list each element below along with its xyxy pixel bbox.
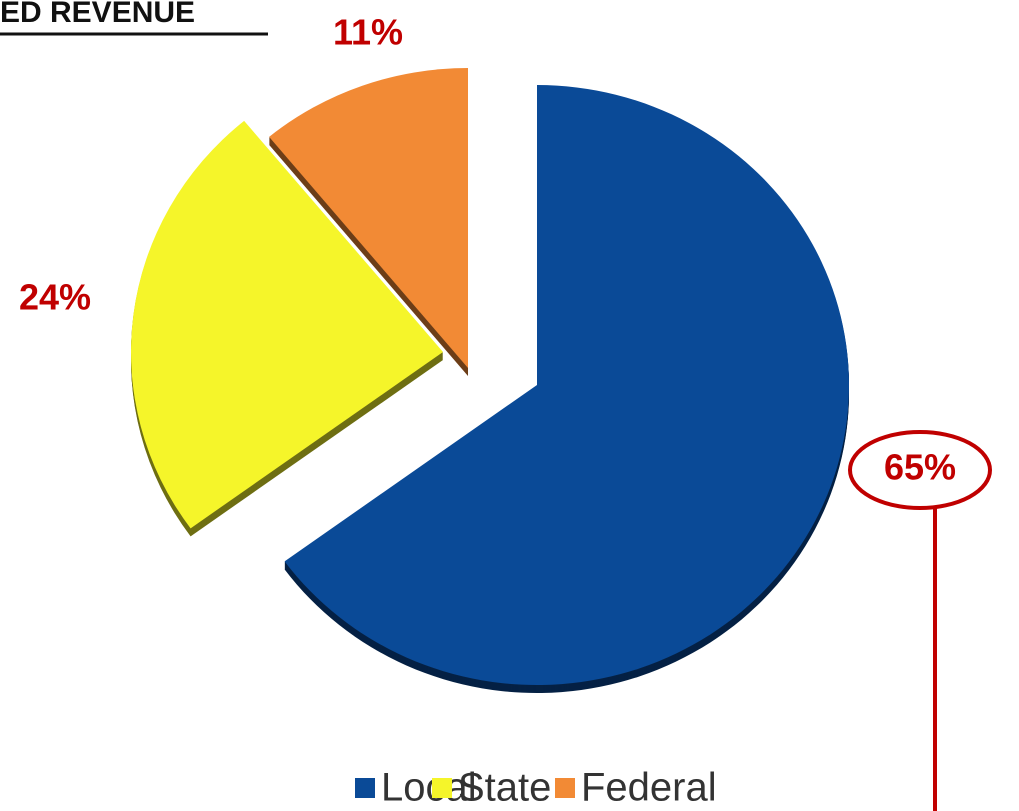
legend-label: State [458, 766, 551, 810]
legend-label: Local [381, 766, 477, 810]
legend-label: Federal [581, 766, 717, 810]
data-label: 24% [19, 277, 91, 318]
slice [284, 85, 850, 685]
legend-swatch [355, 778, 375, 798]
legend-swatch [555, 778, 575, 798]
slice [131, 120, 443, 529]
chart-title: ED REVENUE [0, 0, 195, 29]
data-label: 11% [333, 12, 403, 53]
callout-ellipse [848, 430, 992, 510]
data-label: 65% [884, 447, 956, 488]
slice [269, 68, 468, 368]
legend-swatch [432, 778, 452, 798]
